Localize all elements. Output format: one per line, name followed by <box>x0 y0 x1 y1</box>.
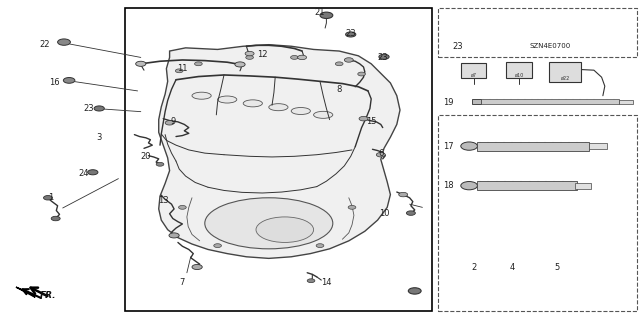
Text: FR.: FR. <box>40 291 56 300</box>
Text: 23: 23 <box>378 53 388 62</box>
Circle shape <box>175 69 183 73</box>
Bar <box>506 62 532 78</box>
Text: ø10: ø10 <box>515 72 524 78</box>
Ellipse shape <box>243 100 262 107</box>
PathPatch shape <box>159 45 400 258</box>
Text: 23: 23 <box>346 29 356 38</box>
Text: 6: 6 <box>378 149 383 158</box>
Ellipse shape <box>192 92 211 99</box>
Circle shape <box>179 205 186 209</box>
Text: 23: 23 <box>452 42 463 51</box>
Text: 17: 17 <box>443 142 453 151</box>
Bar <box>477 181 577 190</box>
Text: 19: 19 <box>443 98 453 107</box>
Text: 18: 18 <box>443 181 453 189</box>
Text: ø7: ø7 <box>470 72 477 78</box>
Bar <box>477 142 589 151</box>
Circle shape <box>246 56 253 59</box>
Circle shape <box>44 196 52 200</box>
Circle shape <box>136 61 146 66</box>
Polygon shape <box>16 287 35 297</box>
Bar <box>472 99 481 104</box>
Text: 7: 7 <box>180 278 185 287</box>
Bar <box>438 8 637 57</box>
Circle shape <box>214 244 221 248</box>
Text: 24: 24 <box>78 169 88 178</box>
Text: 1: 1 <box>49 193 54 202</box>
Circle shape <box>376 152 385 157</box>
Circle shape <box>335 62 343 66</box>
Circle shape <box>235 62 245 67</box>
Text: 13: 13 <box>158 197 168 205</box>
Ellipse shape <box>291 108 310 115</box>
Text: 3: 3 <box>97 133 102 142</box>
Text: 8: 8 <box>337 85 342 94</box>
Circle shape <box>169 233 179 238</box>
Circle shape <box>51 216 60 221</box>
Text: 20: 20 <box>141 152 151 161</box>
Circle shape <box>461 182 477 190</box>
Text: 23: 23 <box>83 104 93 113</box>
Text: 4: 4 <box>509 263 515 272</box>
Circle shape <box>316 244 324 248</box>
Circle shape <box>291 56 298 59</box>
Text: SZN4E0700: SZN4E0700 <box>530 43 571 49</box>
Circle shape <box>58 39 70 45</box>
Circle shape <box>298 55 307 60</box>
Circle shape <box>245 51 254 56</box>
Text: 9: 9 <box>170 117 175 126</box>
Circle shape <box>359 116 368 121</box>
Circle shape <box>165 121 174 125</box>
Circle shape <box>461 142 477 150</box>
Circle shape <box>348 205 356 209</box>
Bar <box>125 8 432 311</box>
Circle shape <box>346 32 356 37</box>
Text: 11: 11 <box>177 64 188 73</box>
Text: 22: 22 <box>40 40 50 49</box>
Bar <box>481 99 619 104</box>
Text: 14: 14 <box>321 278 332 287</box>
Circle shape <box>358 72 365 76</box>
Bar <box>461 63 486 78</box>
Circle shape <box>88 170 98 175</box>
Circle shape <box>156 162 164 166</box>
Text: 2: 2 <box>471 263 476 272</box>
Circle shape <box>408 288 421 294</box>
Text: 10: 10 <box>379 209 389 218</box>
Circle shape <box>307 279 315 283</box>
Circle shape <box>192 264 202 270</box>
Circle shape <box>379 54 389 59</box>
Bar <box>619 100 633 104</box>
Text: 21: 21 <box>315 8 325 17</box>
Ellipse shape <box>269 104 288 111</box>
Circle shape <box>195 62 202 66</box>
Circle shape <box>406 211 415 215</box>
Bar <box>549 62 581 82</box>
Circle shape <box>399 192 408 197</box>
Ellipse shape <box>256 217 314 242</box>
Circle shape <box>344 58 353 62</box>
Bar <box>575 183 591 189</box>
Text: 12: 12 <box>257 50 268 59</box>
Text: 5: 5 <box>554 263 559 272</box>
Circle shape <box>320 12 333 19</box>
Bar <box>589 143 607 149</box>
Text: 16: 16 <box>49 78 60 87</box>
Circle shape <box>94 106 104 111</box>
Text: ø22: ø22 <box>561 76 570 81</box>
Ellipse shape <box>218 96 237 103</box>
Bar <box>438 115 637 311</box>
Text: 15: 15 <box>366 117 376 126</box>
Ellipse shape <box>205 198 333 249</box>
Ellipse shape <box>314 111 333 118</box>
Circle shape <box>63 78 75 83</box>
